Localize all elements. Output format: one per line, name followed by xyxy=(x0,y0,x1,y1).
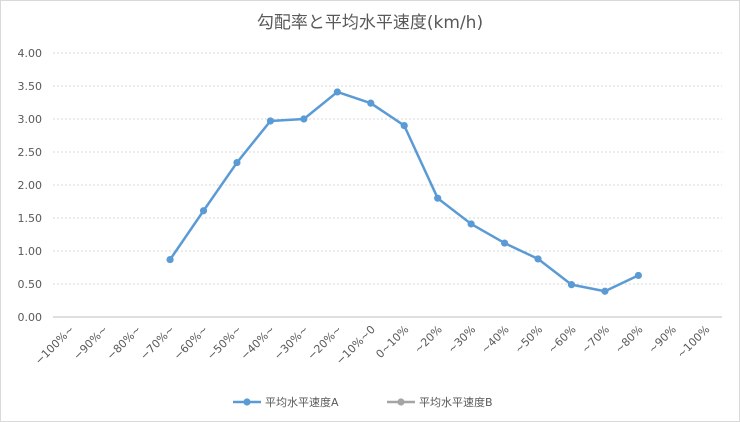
x-tick-label: −90%~ xyxy=(71,323,111,363)
data-point xyxy=(367,99,375,107)
y-tick-label: 2.50 xyxy=(18,146,43,159)
x-tick-label: ~30% xyxy=(445,323,478,356)
x-tick-label: ~50% xyxy=(512,323,545,356)
data-point xyxy=(534,255,542,263)
legend-label: 平均水平速度A xyxy=(265,395,339,409)
data-point xyxy=(400,122,408,130)
x-tick-label: ~80% xyxy=(612,323,645,356)
x-tick-label: −40%~ xyxy=(238,323,278,363)
data-point xyxy=(601,287,609,295)
series-line xyxy=(169,90,639,293)
data-point xyxy=(166,255,174,264)
data-point xyxy=(634,271,642,280)
y-tick-label: 1.50 xyxy=(18,212,43,225)
x-tick-label: −80%~ xyxy=(104,323,144,363)
data-point xyxy=(199,207,208,215)
data-point xyxy=(500,239,509,247)
legend-marker xyxy=(397,398,405,406)
legend-label: 平均水平速度B xyxy=(419,395,493,409)
y-tick-label: 0.50 xyxy=(18,278,43,291)
x-tick-label: −100%~ xyxy=(32,323,76,367)
data-point xyxy=(567,281,576,289)
legend-marker xyxy=(243,398,251,406)
y-tick-label: 1.00 xyxy=(18,245,43,258)
y-tick-label: 3.50 xyxy=(18,80,43,93)
y-tick-label: 3.00 xyxy=(18,113,43,126)
y-tick-label: 4.00 xyxy=(18,47,43,60)
y-tick-label: 2.00 xyxy=(18,179,43,192)
x-tick-label: ~100% xyxy=(674,323,712,361)
data-point xyxy=(467,220,475,228)
chart-title: 勾配率と平均水平速度(km/h) xyxy=(256,13,484,33)
x-tick-label: ~70% xyxy=(579,323,612,356)
x-tick-label: ~20% xyxy=(412,323,445,356)
x-tick-label: −60%~ xyxy=(171,323,211,363)
y-tick-label: 0.00 xyxy=(18,311,43,324)
x-tick-label: −70%~ xyxy=(138,323,178,363)
x-tick-label: 0~10% xyxy=(373,323,411,361)
data-point xyxy=(300,115,308,123)
x-tick-label: ~40% xyxy=(479,323,512,356)
x-tick-label: ~60% xyxy=(546,323,579,356)
data-point xyxy=(266,117,275,125)
x-tick-label: −50%~ xyxy=(205,323,245,363)
x-tick-label: −30%~ xyxy=(271,323,311,363)
data-point xyxy=(333,88,341,96)
data-point xyxy=(434,194,442,202)
data-point xyxy=(233,158,241,167)
